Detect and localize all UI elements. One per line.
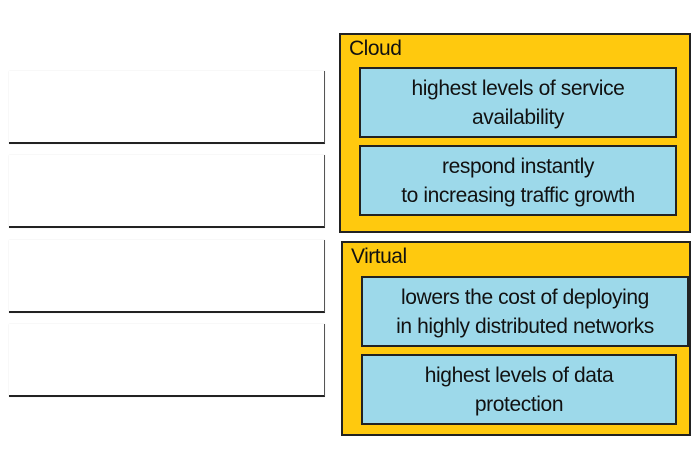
cloud-title: Cloud (349, 37, 402, 60)
cloud-item-1[interactable]: highest levels of service availability (359, 67, 677, 138)
answer-slot-1[interactable] (9, 71, 325, 144)
virtual-item-2[interactable]: highest levels of data protection (361, 354, 677, 425)
virtual-title: Virtual (351, 245, 407, 268)
answer-slot-3[interactable] (9, 240, 325, 313)
answer-slot-4[interactable] (9, 324, 325, 397)
virtual-item-1[interactable]: lowers the cost of deploying in highly d… (361, 276, 689, 347)
answer-slot-2[interactable] (9, 155, 325, 228)
cloud-group: Cloud highest levels of service availabi… (339, 33, 691, 233)
cloud-item-2[interactable]: respond instantly to increasing traffic … (359, 145, 677, 216)
virtual-group: Virtual lowers the cost of deploying in … (341, 241, 691, 436)
